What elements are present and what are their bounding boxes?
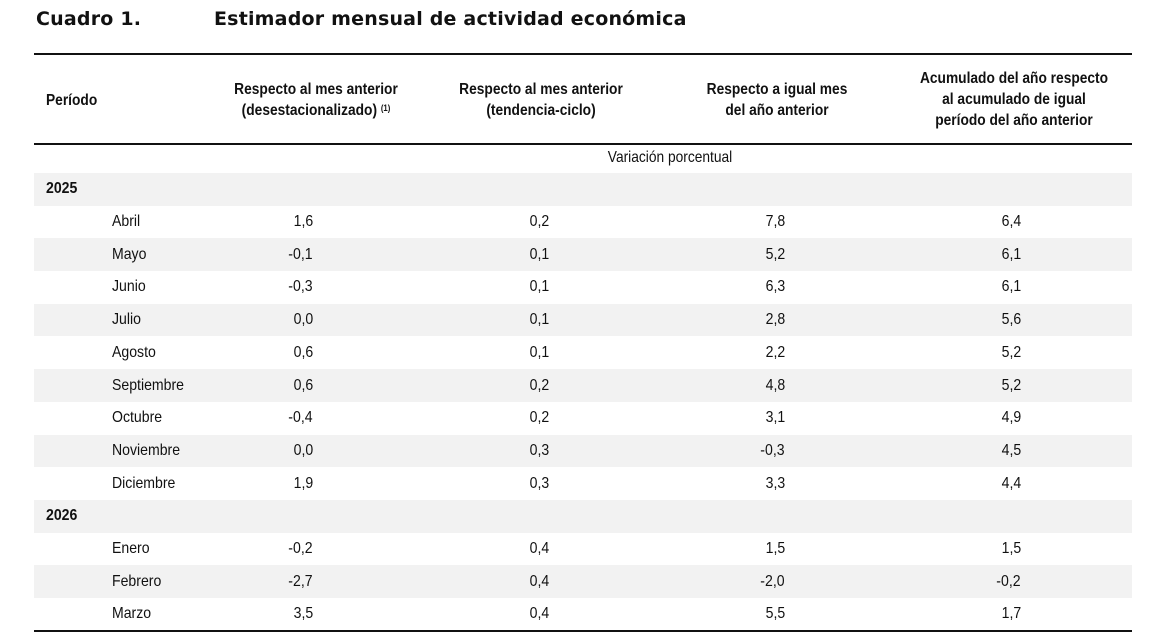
month-label: Octubre — [112, 409, 163, 427]
value-cell-col3: 5,5 — [765, 605, 785, 623]
value-cell-col4: -0,2 — [996, 572, 1021, 590]
value-cell-col2: 0,4 — [529, 572, 549, 590]
top-rule — [34, 53, 1132, 55]
value-cell-col2: 0,2 — [529, 409, 549, 427]
year-row: 2026 — [34, 500, 1132, 533]
value-cell-col1: 0,6 — [293, 376, 313, 394]
value-cell-col2: 0,3 — [529, 441, 549, 459]
header-col4: Acumulado del año respecto al acumulado … — [919, 70, 1109, 129]
year-label: 2026 — [46, 507, 78, 525]
header-rule — [34, 143, 1132, 145]
value-cell-col2: 0,4 — [529, 605, 549, 623]
table-caption: Estimador mensual de actividad económica — [214, 8, 687, 30]
value-cell-col3: 3,3 — [765, 474, 785, 492]
table-row: Agosto 0,6 0,1 2,2 5,2 — [34, 337, 1132, 370]
value-cell-col3: 3,1 — [765, 409, 785, 427]
value-cell-col2: 0,1 — [529, 278, 549, 296]
table-row: Octubre -0,4 0,2 3,1 4,9 — [34, 402, 1132, 435]
value-cell-col1: 0,0 — [293, 441, 313, 459]
value-cell-col2: 0,2 — [529, 376, 549, 394]
value-cell-col4: 5,2 — [1001, 376, 1021, 394]
header-col2: Respecto al mes anterior (tendencia-cicl… — [459, 81, 623, 119]
units-caption: Variación porcentual — [607, 149, 733, 166]
value-cell-col4: 6,4 — [1001, 213, 1021, 231]
table-row: Junio -0,3 0,1 6,3 6,1 — [34, 271, 1132, 304]
value-cell-col3: 5,2 — [765, 245, 785, 263]
value-cell-col2: 0,1 — [529, 311, 549, 329]
value-cell-col3: 1,5 — [765, 540, 785, 558]
month-label: Mayo — [112, 245, 147, 263]
year-row: 2025 — [34, 173, 1132, 206]
value-cell-col1: -2,7 — [288, 572, 313, 590]
month-label: Enero — [112, 540, 150, 558]
value-cell-col1: -0,2 — [288, 540, 313, 558]
header-col1: Respecto al mes anterior (desestacionali… — [234, 81, 398, 119]
table-row: Marzo 3,5 0,4 5,5 1,7 — [34, 598, 1132, 631]
table-title: Cuadro 1. Estimador mensual de actividad… — [36, 8, 1136, 34]
month-label: Diciembre — [112, 474, 176, 492]
value-cell-col4: 6,1 — [1001, 278, 1021, 296]
value-cell-col4: 5,6 — [1001, 311, 1021, 329]
value-cell-col4: 1,7 — [1001, 605, 1021, 623]
value-cell-col2: 0,4 — [529, 540, 549, 558]
month-label: Agosto — [112, 343, 156, 361]
month-label: Junio — [112, 278, 146, 296]
value-cell-col1: 3,5 — [293, 605, 313, 623]
value-cell-col4: 4,4 — [1001, 474, 1021, 492]
value-cell-col1: -0,4 — [288, 409, 313, 427]
value-cell-col3: 7,8 — [765, 213, 785, 231]
value-cell-col2: 0,1 — [529, 245, 549, 263]
value-cell-col3: -2,0 — [760, 572, 785, 590]
month-label: Noviembre — [112, 441, 181, 459]
value-cell-col3: -0,3 — [760, 441, 785, 459]
month-label: Febrero — [112, 572, 162, 590]
value-cell-col2: 0,1 — [529, 343, 549, 361]
value-cell-col1: 0,0 — [293, 311, 313, 329]
bottom-rule — [34, 630, 1132, 632]
month-label: Marzo — [112, 605, 152, 623]
table-row: Mayo -0,1 0,1 5,2 6,1 — [34, 238, 1132, 272]
table-number: Cuadro 1. — [36, 8, 142, 30]
value-cell-col3: 6,3 — [765, 278, 785, 296]
value-cell-col3: 4,8 — [765, 376, 785, 394]
value-cell-col1: 1,9 — [293, 474, 313, 492]
value-cell-col3: 2,8 — [765, 311, 785, 329]
value-cell-col2: 0,2 — [529, 213, 549, 231]
value-cell-col2: 0,3 — [529, 474, 549, 492]
table-row: Noviembre 0,0 0,3 -0,3 4,5 — [34, 434, 1132, 468]
value-cell-col4: 4,5 — [1001, 441, 1021, 459]
footnote-marker: (1) — [380, 103, 391, 113]
table-row: Abril 1,6 0,2 7,8 6,4 — [34, 206, 1132, 239]
value-cell-col4: 6,1 — [1001, 245, 1021, 263]
table-row: Febrero -2,7 0,4 -2,0 -0,2 — [34, 565, 1132, 599]
value-cell-col1: 0,6 — [293, 343, 313, 361]
table-row: Julio 0,0 0,1 2,8 5,6 — [34, 303, 1132, 337]
value-cell-col4: 1,5 — [1001, 540, 1021, 558]
header-period: Período — [46, 92, 98, 109]
value-cell-col4: 5,2 — [1001, 343, 1021, 361]
value-cell-col1: 1,6 — [293, 213, 313, 231]
month-label: Julio — [112, 311, 141, 329]
month-label: Abril — [112, 213, 141, 231]
year-label: 2025 — [46, 180, 78, 198]
header-col3: Respecto a igual mes del año anterior — [706, 81, 848, 119]
value-cell-col3: 2,2 — [765, 343, 785, 361]
month-label: Septiembre — [112, 376, 185, 394]
table-row: Septiembre 0,6 0,2 4,8 5,2 — [34, 369, 1132, 402]
value-cell-col4: 4,9 — [1001, 409, 1021, 427]
table-row: Diciembre 1,9 0,3 3,3 4,4 — [34, 467, 1132, 500]
table-row: Enero -0,2 0,4 1,5 1,5 — [34, 533, 1132, 566]
value-cell-col1: -0,1 — [288, 245, 313, 263]
value-cell-col1: -0,3 — [288, 278, 313, 296]
